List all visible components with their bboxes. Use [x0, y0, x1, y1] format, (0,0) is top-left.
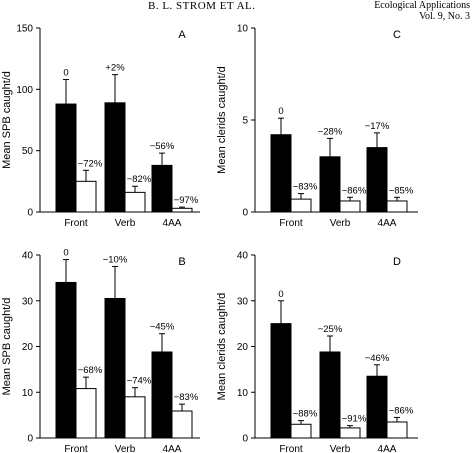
bar-black — [55, 281, 77, 439]
y-axis-label: Mean SPB caught/d — [1, 298, 13, 396]
y-tick-label: 0 — [242, 434, 248, 445]
y-axis-label: Mean clerids caught/d — [216, 293, 228, 401]
x-tick-label: Verb — [330, 218, 351, 229]
bar-black — [319, 351, 341, 439]
data-label: −88% — [293, 409, 318, 420]
data-label: −72% — [78, 158, 103, 169]
x-tick-label: Front — [64, 218, 88, 229]
bar-white — [75, 388, 97, 439]
x-tick-label: 4AA — [163, 218, 182, 229]
y-tick-label: 100 — [16, 85, 33, 96]
data-label: −56% — [150, 141, 175, 152]
data-label: −86% — [342, 185, 367, 196]
bar-white — [171, 410, 193, 439]
data-label: 0 — [278, 289, 283, 300]
x-tick-label: Verb — [115, 218, 136, 229]
y-tick-label: 30 — [237, 296, 249, 307]
y-tick-label: 40 — [22, 251, 34, 262]
running-header: B. L. STROM ET AL. — [148, 0, 256, 12]
y-tick-label: 20 — [237, 342, 249, 353]
chart-panel-a: 0 50 100 150 Mean SPB caught/d A 0 −72% Front +2%… — [1, 24, 200, 229]
x-tick-label: 4AA — [378, 444, 397, 453]
bar-white — [75, 180, 97, 213]
bar-black — [366, 147, 388, 213]
bar-white — [290, 423, 312, 439]
y-tick-label: 10 — [237, 388, 249, 399]
bar-white — [124, 191, 146, 213]
chart-panel-c: 0 5 10 Mean clerids caught/d C 0 −83% Front −28%… — [216, 24, 418, 229]
data-label: −85% — [389, 185, 414, 196]
y-tick-label: 5 — [242, 116, 248, 127]
data-label: −74% — [127, 376, 152, 387]
bar-white — [339, 427, 361, 439]
x-tick-label: Verb — [330, 444, 351, 453]
x-tick-label: 4AA — [378, 218, 397, 229]
y-tick-label: 10 — [22, 388, 34, 399]
panel-letter: D — [393, 256, 401, 268]
y-tick-label: 50 — [22, 146, 34, 157]
y-tick-label: 30 — [22, 296, 34, 307]
bar-black — [151, 164, 173, 213]
bar-white — [171, 207, 193, 213]
data-label: −28% — [318, 126, 343, 137]
bar-white — [124, 396, 146, 439]
bar-black — [104, 102, 126, 213]
bar-white — [339, 200, 361, 213]
panel-letter: C — [393, 29, 401, 41]
data-label: −91% — [342, 414, 367, 425]
bar-black — [55, 103, 77, 213]
data-label: −97% — [174, 195, 199, 206]
chart-panel-d: 0 10 20 30 40 Mean clerids caught/d D 0 −88% Fron… — [216, 251, 418, 453]
data-label: −25% — [318, 324, 343, 335]
journal-header: Ecological Applications Vol. 9, No. 3 — [374, 0, 470, 22]
x-tick-label: Verb — [115, 444, 136, 453]
bar-white — [386, 200, 408, 213]
chart-panel-b: 0 10 20 30 40 Mean SPB caught/d B 0 −68% Front −10… — [1, 248, 200, 453]
data-label: −17% — [365, 121, 390, 132]
y-tick-label: 150 — [16, 24, 33, 35]
y-tick-label: 40 — [237, 251, 249, 262]
panel-letter: A — [178, 29, 186, 41]
data-label: 0 — [63, 68, 68, 79]
bar-black — [366, 375, 388, 439]
data-label: −83% — [174, 392, 199, 403]
y-tick-label: 0 — [242, 208, 248, 219]
data-label: −10% — [103, 254, 128, 265]
data-label: −45% — [150, 322, 175, 333]
journal-volume: Vol. 9, No. 3 — [419, 11, 470, 22]
x-tick-label: Front — [279, 218, 303, 229]
data-label: −46% — [365, 353, 390, 364]
data-label: −83% — [293, 182, 318, 193]
data-label: −86% — [389, 405, 414, 416]
x-tick-label: Front — [279, 444, 303, 453]
data-label: +2% — [105, 63, 125, 74]
bar-black — [104, 297, 126, 439]
data-label: 0 — [278, 106, 283, 117]
data-label: −82% — [127, 174, 152, 185]
data-label: −68% — [78, 365, 103, 376]
y-axis-label: Mean SPB caught/d — [1, 71, 13, 169]
panel-letter: B — [178, 256, 185, 268]
bar-black — [319, 156, 341, 213]
bar-black — [270, 323, 292, 439]
y-tick-label: 10 — [237, 24, 249, 35]
data-label: 0 — [63, 248, 68, 259]
x-tick-label: 4AA — [163, 444, 182, 453]
bar-black — [151, 351, 173, 439]
bar-black — [270, 134, 292, 213]
y-tick-label: 0 — [27, 434, 33, 445]
y-tick-label: 0 — [27, 208, 33, 219]
bar-white — [386, 421, 408, 439]
y-tick-label: 20 — [22, 342, 34, 353]
bar-white — [290, 198, 312, 213]
x-tick-label: Front — [64, 444, 88, 453]
y-axis-label: Mean clerids caught/d — [216, 66, 228, 174]
journal-name: Ecological Applications — [374, 0, 470, 11]
